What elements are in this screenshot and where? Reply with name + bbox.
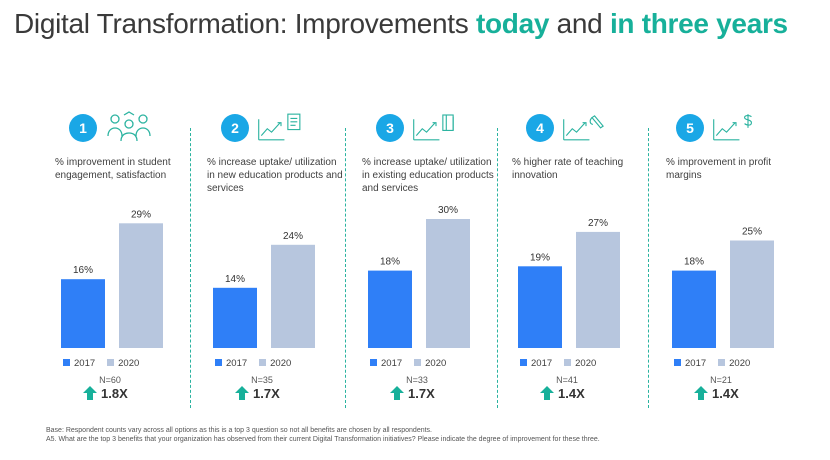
legend-swatch-2017 bbox=[674, 359, 681, 366]
benefit-description: % improvement in profit margins bbox=[666, 157, 772, 181]
bar-2017 bbox=[368, 270, 412, 348]
number-badge: 1 bbox=[69, 114, 97, 142]
bar-label-2020: 29% bbox=[131, 209, 151, 220]
legend-label-2017: 2017 bbox=[381, 358, 403, 369]
up-arrow-icon bbox=[235, 386, 249, 400]
legend-swatch-2020 bbox=[718, 359, 726, 366]
sample-size: N=21 bbox=[710, 375, 732, 385]
up-arrow-icon bbox=[83, 386, 97, 400]
bar-2020 bbox=[576, 231, 620, 348]
bar-label-2020: 30% bbox=[438, 205, 458, 216]
footnote-question: A5. What are the top 3 benefits that you… bbox=[46, 436, 600, 443]
legend-swatch-2017 bbox=[215, 359, 222, 366]
growth-multiplier: 1.4X bbox=[540, 386, 620, 401]
people-network-icon bbox=[107, 111, 151, 142]
panel-divider bbox=[345, 128, 346, 408]
bar-chart-2: 14% 24% bbox=[213, 231, 315, 348]
sample-size: N=35 bbox=[251, 375, 273, 385]
bar-label-2017: 18% bbox=[684, 257, 704, 268]
legend-swatch-2017 bbox=[520, 359, 527, 366]
page-title: Digital Transformation: Improvements tod… bbox=[14, 8, 788, 40]
bar-2020 bbox=[271, 244, 315, 348]
bar-2017 bbox=[518, 266, 562, 348]
bar-label-2017: 19% bbox=[530, 252, 550, 263]
bar-2020 bbox=[730, 240, 774, 348]
bar-label-2017: 14% bbox=[225, 274, 245, 285]
chart-legend: 2017 2020 bbox=[215, 358, 291, 369]
legend-label-2017: 2017 bbox=[74, 358, 96, 369]
legend-label-2020: 2020 bbox=[270, 358, 292, 369]
bar-label-2020: 25% bbox=[742, 227, 762, 238]
growth-chart-document-icon bbox=[258, 113, 301, 141]
legend-label-2017: 2017 bbox=[226, 358, 248, 369]
up-arrow-icon bbox=[694, 386, 708, 400]
up-arrow-icon bbox=[390, 386, 404, 400]
growth-multiplier: 1.7X bbox=[235, 386, 315, 401]
panel-divider bbox=[190, 128, 191, 408]
bar-2017 bbox=[61, 279, 105, 348]
bar-label-2017: 16% bbox=[73, 265, 93, 276]
up-arrow-icon bbox=[540, 386, 554, 400]
benefit-description: % increase uptake/ utilization in new ed… bbox=[207, 157, 343, 194]
growth-chart-pen-icon bbox=[563, 115, 604, 141]
bar-2017 bbox=[672, 270, 716, 348]
chart-legend: 2017 2020 bbox=[520, 358, 596, 369]
legend-swatch-2020 bbox=[414, 359, 422, 366]
number-badge: 4 bbox=[526, 114, 554, 142]
legend-label-2020: 2020 bbox=[425, 358, 447, 369]
multiplier-value: 1.7X bbox=[253, 386, 280, 401]
bar-chart-5: 18% 25% bbox=[672, 227, 774, 348]
legend-label-2017: 2017 bbox=[531, 358, 553, 369]
footnote: Base: Respondent counts vary across all … bbox=[46, 426, 600, 444]
growth-multiplier: 1.7X bbox=[390, 386, 470, 401]
bar-label-2020: 24% bbox=[283, 231, 303, 242]
benefit-description: % improvement in student engagement, sat… bbox=[55, 157, 171, 181]
benefit-description: % higher rate of teaching innovation bbox=[512, 157, 624, 181]
bar-chart-1: 16% 29% bbox=[61, 209, 163, 348]
chart-legend: 2017 2020 bbox=[370, 358, 446, 369]
multiplier-value: 1.4X bbox=[558, 386, 585, 401]
legend-label-2020: 2020 bbox=[118, 358, 140, 369]
title-text-and: and bbox=[549, 8, 610, 39]
legend-label-2020: 2020 bbox=[575, 358, 597, 369]
number-badge: 5 bbox=[676, 114, 704, 142]
growth-multiplier: 1.8X bbox=[83, 386, 163, 401]
growth-chart-dollar-icon bbox=[713, 114, 752, 141]
multiplier-value: 1.8X bbox=[101, 386, 128, 401]
bar-2020 bbox=[426, 219, 470, 348]
sample-size: N=60 bbox=[99, 375, 121, 385]
legend-swatch-2017 bbox=[370, 359, 377, 366]
chart-legend: 2017 2020 bbox=[63, 358, 139, 369]
number-badge: 2 bbox=[221, 114, 249, 142]
multiplier-value: 1.4X bbox=[712, 386, 739, 401]
legend-swatch-2017 bbox=[63, 359, 70, 366]
panel-divider bbox=[648, 128, 649, 408]
bar-chart-3: 18% 30% bbox=[368, 205, 470, 348]
bar-2017 bbox=[213, 287, 257, 348]
bar-label-2017: 18% bbox=[380, 257, 400, 268]
legend-label-2017: 2017 bbox=[685, 358, 707, 369]
title-text: Digital Transformation: Improvements bbox=[14, 8, 476, 39]
multiplier-value: 1.7X bbox=[408, 386, 435, 401]
number-badge: 3 bbox=[376, 114, 404, 142]
benefit-description: % increase uptake/ utilization in existi… bbox=[362, 157, 494, 194]
title-highlight-today: today bbox=[475, 8, 550, 39]
bar-label-2020: 27% bbox=[588, 218, 608, 229]
growth-multiplier: 1.4X bbox=[694, 386, 774, 401]
bar-2020 bbox=[119, 223, 163, 348]
bar-chart-4: 19% 27% bbox=[518, 218, 620, 348]
legend-swatch-2020 bbox=[107, 359, 115, 366]
sample-size: N=33 bbox=[406, 375, 428, 385]
panel-divider bbox=[497, 128, 498, 408]
legend-swatch-2020 bbox=[564, 359, 572, 366]
legend-label-2020: 2020 bbox=[729, 358, 751, 369]
growth-chart-book-icon bbox=[413, 114, 454, 141]
chart-legend: 2017 2020 bbox=[674, 358, 750, 369]
legend-swatch-2020 bbox=[259, 359, 267, 366]
title-highlight-three-years: in three years bbox=[609, 8, 788, 39]
sample-size: N=41 bbox=[556, 375, 578, 385]
footnote-base: Base: Respondent counts vary across all … bbox=[46, 427, 433, 434]
